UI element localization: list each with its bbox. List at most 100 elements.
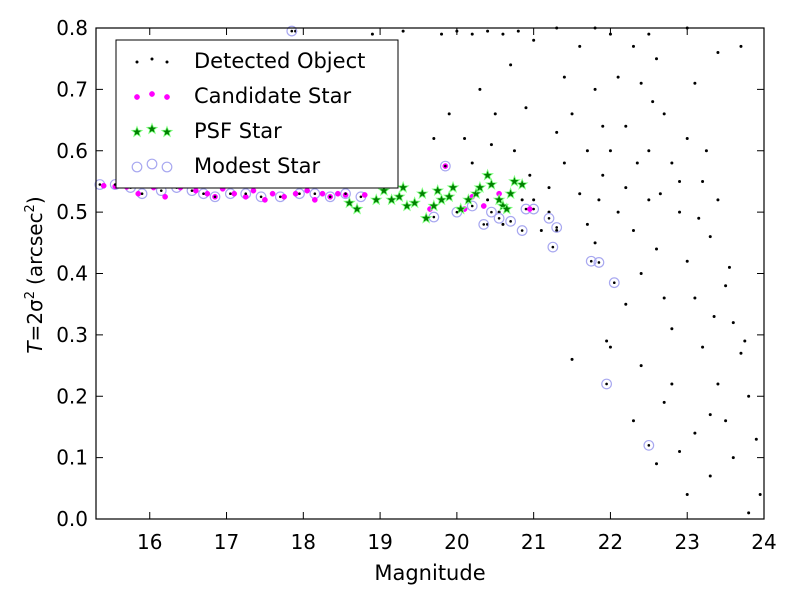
- detected-object-point: [693, 431, 697, 435]
- x-tick-label: 24: [751, 530, 776, 554]
- detected-object-point: [516, 29, 520, 33]
- y-axis-symbol: T: [23, 340, 47, 354]
- modest-star-point: [466, 200, 478, 212]
- detected-object-point: [747, 394, 751, 398]
- legend-marker-candidate-star: [164, 94, 170, 100]
- legend-marker-psf-star: [145, 122, 159, 135]
- detected-object-point: [624, 302, 628, 306]
- detected-object-point: [727, 265, 731, 269]
- detected-object-point: [739, 351, 743, 355]
- detected-object-point: [708, 474, 712, 478]
- modest-star-centre-point: [202, 192, 205, 196]
- psf-star-point: [515, 177, 529, 190]
- detected-object-point: [693, 296, 697, 300]
- detected-object-point: [478, 87, 482, 91]
- psf-star-point: [500, 202, 514, 215]
- psf-star-point: [400, 199, 414, 212]
- detected-object-point: [685, 492, 689, 496]
- candidate-star-point: [480, 203, 487, 209]
- detected-object-point: [593, 87, 597, 91]
- detected-object-point: [697, 216, 701, 220]
- modest-star-point: [439, 160, 451, 172]
- detected-object-point: [501, 32, 505, 36]
- modest-star-point: [643, 439, 655, 451]
- modest-star-centre-point: [597, 261, 601, 264]
- detected-object-point: [440, 32, 444, 36]
- legend: Detected Object Candidate Star PSF Star …: [115, 39, 399, 189]
- detected-object-point: [739, 44, 743, 48]
- psf-star-point: [408, 196, 421, 209]
- candidate-star-point: [204, 190, 211, 197]
- detected-object-point: [670, 382, 674, 386]
- modest-star-centre-point: [259, 195, 263, 199]
- legend-marker-detected-object: [150, 57, 154, 61]
- modest-star-centre-point: [298, 192, 301, 196]
- modest-star-point: [593, 257, 605, 268]
- psf-star-point: [435, 193, 448, 206]
- y-tick-label: 0.4: [56, 262, 88, 286]
- detected-object-point: [616, 75, 620, 79]
- legend-marker-candidate-star: [134, 94, 140, 100]
- modest-star-point: [209, 191, 221, 203]
- modest-star-point: [608, 277, 620, 289]
- detected-object-point: [685, 259, 689, 263]
- detected-object-point: [716, 382, 720, 386]
- psf-star-point: [469, 187, 483, 200]
- detected-object-point: [651, 100, 655, 104]
- detected-object-point: [493, 112, 497, 116]
- psf-star-point: [415, 187, 429, 200]
- x-tick-label: 21: [521, 530, 546, 554]
- detected-object-point: [524, 106, 528, 110]
- detected-object-point: [701, 179, 705, 183]
- detected-object-point: [486, 29, 490, 33]
- detected-object-point: [693, 81, 697, 85]
- detected-object-point: [731, 456, 735, 460]
- series-detected-object: [294, 26, 762, 515]
- detected-object-point: [647, 149, 651, 153]
- series-psf-star: [343, 168, 529, 224]
- x-tick-label: 23: [674, 530, 699, 554]
- modest-star-centre-point: [455, 210, 459, 214]
- candidate-star-point: [135, 190, 142, 197]
- detected-object-point: [658, 192, 662, 196]
- modest-star-centre-point: [524, 207, 528, 211]
- detected-object-point: [655, 247, 659, 251]
- detected-object-point: [501, 222, 505, 226]
- modest-star-centre-point: [547, 216, 551, 220]
- psf-star-point: [508, 174, 521, 187]
- candidate-star-point: [231, 190, 238, 197]
- detected-object-point: [631, 229, 635, 233]
- legend-label-candidate-star: Candidate Star: [194, 84, 351, 108]
- detected-object-point: [512, 149, 516, 153]
- candidate-star-point: [192, 187, 199, 194]
- psf-star-point: [385, 193, 398, 206]
- detected-object-point: [678, 449, 682, 453]
- y-tick-label: 0.8: [56, 16, 88, 40]
- candidate-star-point: [292, 190, 299, 197]
- modest-star-centre-point: [647, 444, 651, 447]
- psf-star-point: [446, 180, 460, 193]
- detected-object-point: [585, 222, 589, 226]
- detected-object-point: [601, 173, 605, 177]
- modest-star-point: [601, 378, 612, 390]
- candidate-star-point: [526, 206, 533, 212]
- candidate-star-point: [262, 197, 268, 203]
- candidate-star-point: [335, 190, 341, 197]
- legend-label-psf-star: PSF Star: [194, 119, 282, 143]
- detected-object-point: [631, 44, 635, 48]
- modest-star-centre-point: [359, 195, 363, 199]
- modest-star-centre-point: [497, 216, 501, 220]
- candidate-star-point: [162, 193, 168, 200]
- x-tick-label: 16: [137, 530, 162, 554]
- legend-marker-modest-star: [161, 161, 173, 173]
- modest-star-centre-point: [290, 29, 294, 33]
- series-modest-star-centres: [98, 29, 651, 447]
- detected-object-point: [655, 462, 659, 466]
- psf-star-point: [442, 190, 456, 203]
- detected-object-point: [754, 437, 758, 441]
- detected-object-point: [631, 419, 635, 423]
- candidate-star-point: [319, 190, 326, 197]
- detected-object-point: [608, 149, 612, 153]
